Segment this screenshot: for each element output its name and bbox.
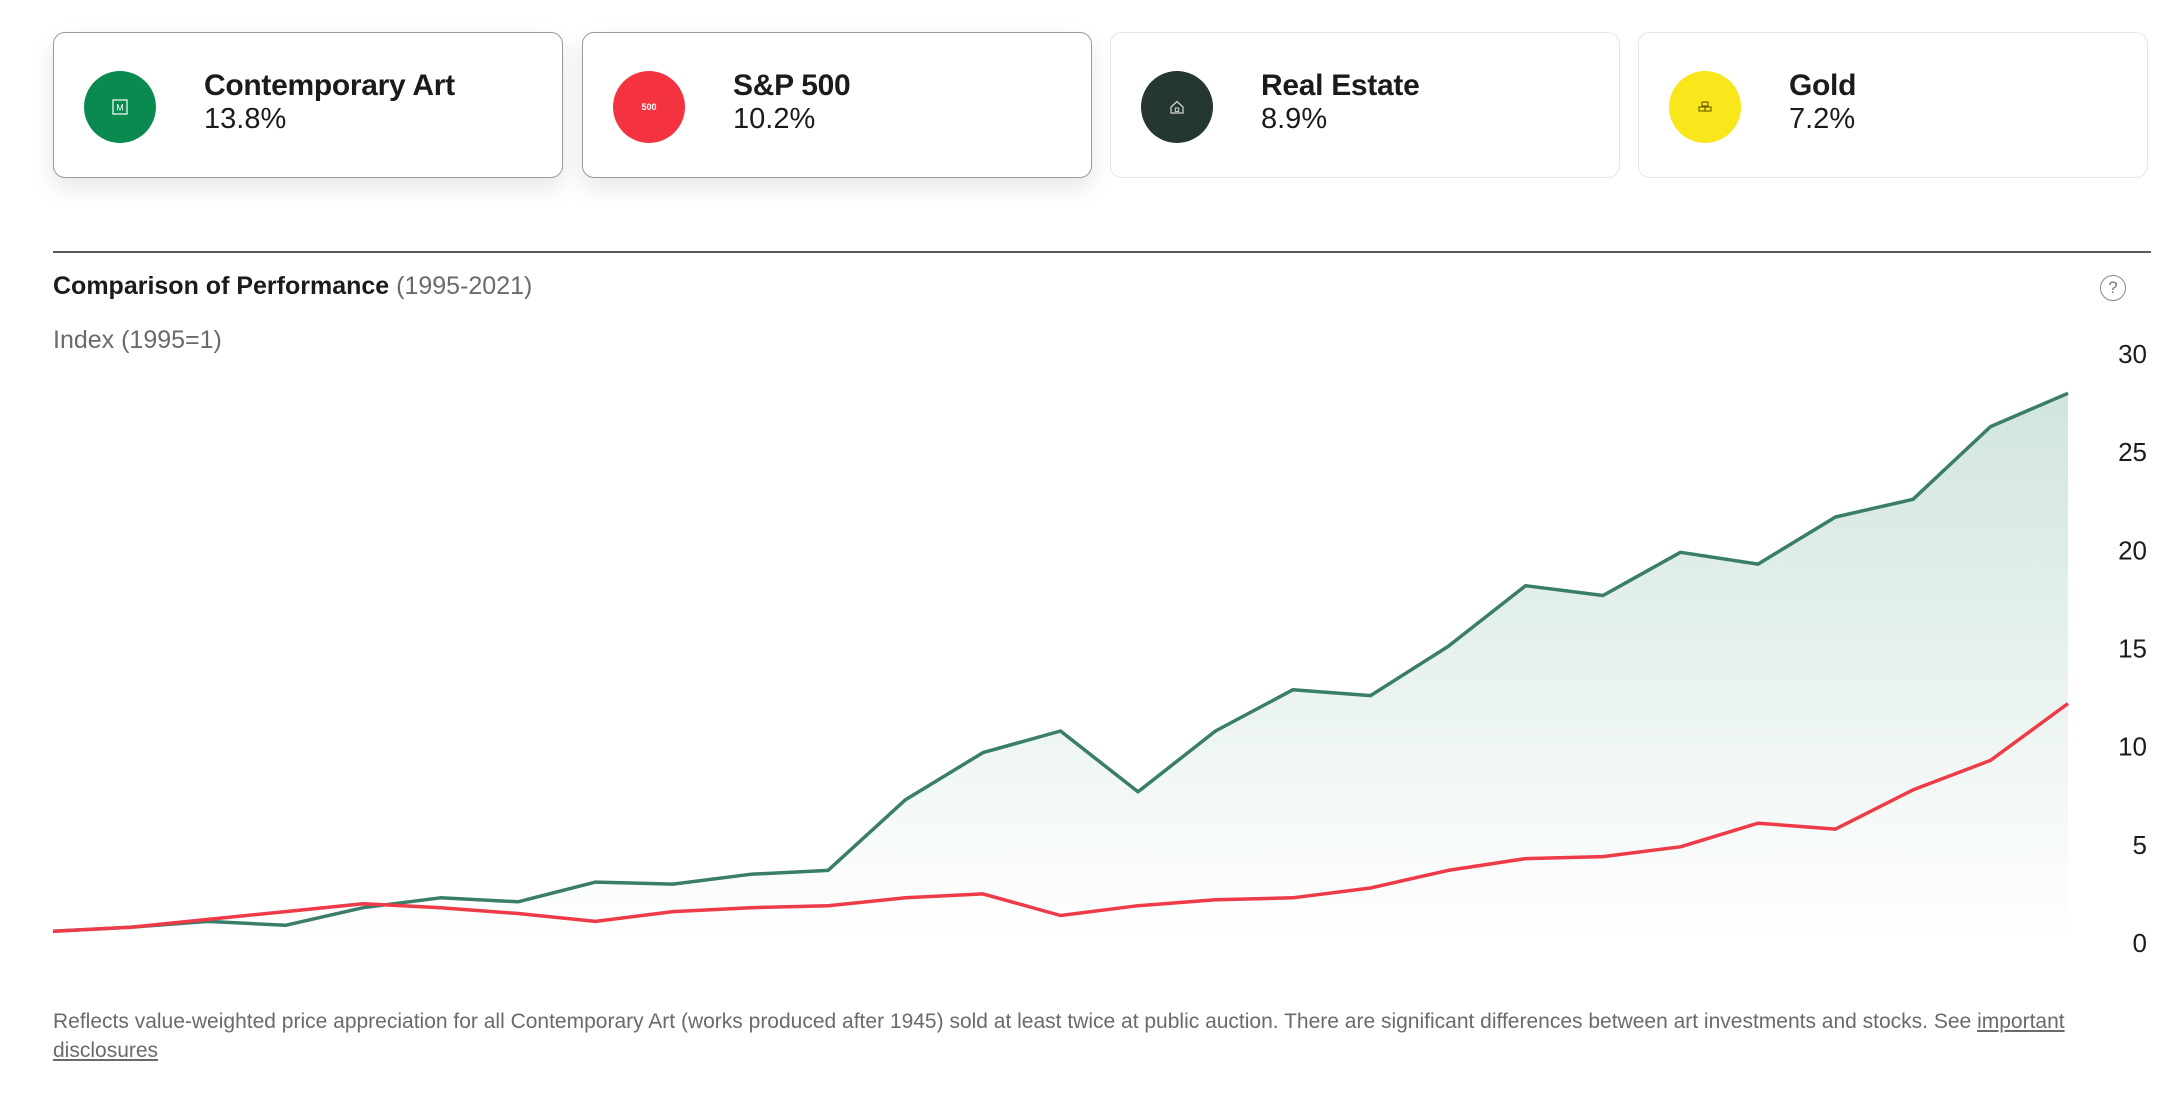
house-icon-glyph: [1170, 100, 1184, 114]
card-name: Gold: [1789, 69, 1857, 102]
house-icon: [1141, 71, 1213, 143]
card-rate: 8.9%: [1261, 103, 1328, 135]
disclosures-link[interactable]: important disclosures: [53, 1010, 2065, 1062]
museum-icon-letter: M: [116, 103, 124, 113]
y-tick-label: 20: [2118, 535, 2147, 565]
museum-icon: M: [84, 71, 156, 143]
chart-title-text: Comparison of Performance: [53, 272, 390, 300]
card-real-estate[interactable]: Real Estate 8.9%: [1110, 32, 1620, 178]
gold-bars-icon-glyph: [1698, 101, 1712, 112]
series-1-line: [52, 702, 2070, 933]
sp500-icon-glyph: 500: [641, 102, 656, 112]
help-icon[interactable]: ?: [2100, 275, 2126, 301]
chart-title-range: (1995-2021): [396, 272, 533, 300]
card-name: S&P 500: [733, 69, 851, 102]
chart-title: Comparison of Performance (1995-2021): [53, 272, 532, 301]
card-contemporary-art[interactable]: M Contemporary Art 13.8%: [53, 32, 563, 178]
y-axis-ticks: 0 5 10 15 20 25 30: [2118, 339, 2147, 958]
y-tick-label: 15: [2118, 634, 2147, 664]
y-tick-label: 10: [2118, 732, 2147, 762]
card-rate: 13.8%: [204, 103, 287, 135]
footnote: Reflects value-weighted price appreciati…: [53, 1007, 2133, 1065]
museum-icon-glyph: M: [112, 99, 128, 115]
y-axis-label: Index (1995=1): [53, 326, 222, 354]
y-tick-label: 0: [2133, 928, 2147, 958]
card-rate: 7.2%: [1789, 103, 1856, 135]
card-gold[interactable]: Gold 7.2%: [1638, 32, 2148, 178]
card-sp500[interactable]: 500 S&P 500 10.2%: [582, 32, 1092, 178]
asset-class-cards: M Contemporary Art 13.8% 500 S&P 500 10.…: [53, 32, 2151, 180]
y-tick-label: 5: [2133, 830, 2147, 860]
card-name: Real Estate: [1261, 69, 1420, 102]
card-name: Contemporary Art: [204, 69, 455, 102]
footnote-text: Reflects value-weighted price appreciati…: [53, 1010, 1972, 1033]
lines-layer: [52, 391, 2070, 933]
performance-chart: 0 5 10 15 20 25 30: [52, 339, 2147, 958]
sp500-icon-text: 500: [641, 102, 656, 112]
gold-bars-icon: [1669, 71, 1741, 143]
y-tick-label: 25: [2118, 437, 2147, 467]
section-divider: [53, 251, 2151, 253]
sp500-icon: 500: [613, 71, 685, 143]
area-layer: [53, 393, 2068, 943]
series-0-area: [53, 393, 2068, 943]
y-tick-label: 30: [2118, 339, 2147, 369]
card-rate: 10.2%: [733, 103, 816, 135]
